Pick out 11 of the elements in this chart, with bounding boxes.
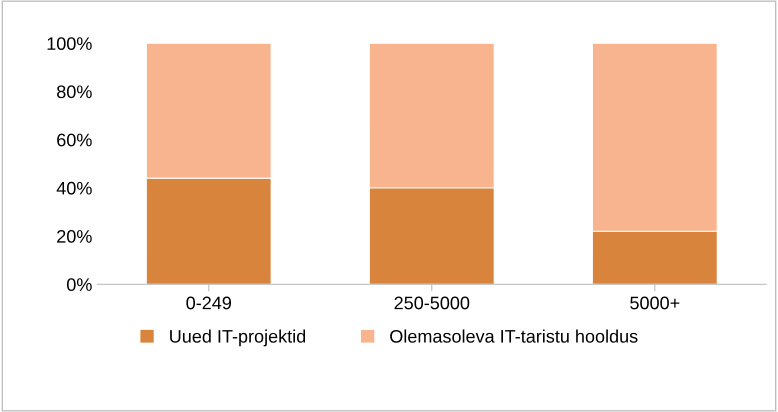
y-tick-label: 60%	[57, 134, 92, 146]
x-tick-label: 250-5000	[394, 296, 470, 310]
legend-label: Olemasoleva IT-taristu hooldus	[390, 329, 638, 343]
y-tick-label: 80%	[57, 85, 92, 98]
y-tick-label: 0%	[67, 278, 92, 291]
y-tick-label: 40%	[56, 182, 92, 195]
y-tick-label: 20%	[57, 230, 92, 243]
x-tick-label: 5000+	[630, 296, 680, 310]
legend-label: Uued IT-projektid	[170, 329, 306, 346]
x-tick-label: 0-249	[186, 296, 231, 310]
y-tick-label: 100%	[48, 37, 92, 50]
